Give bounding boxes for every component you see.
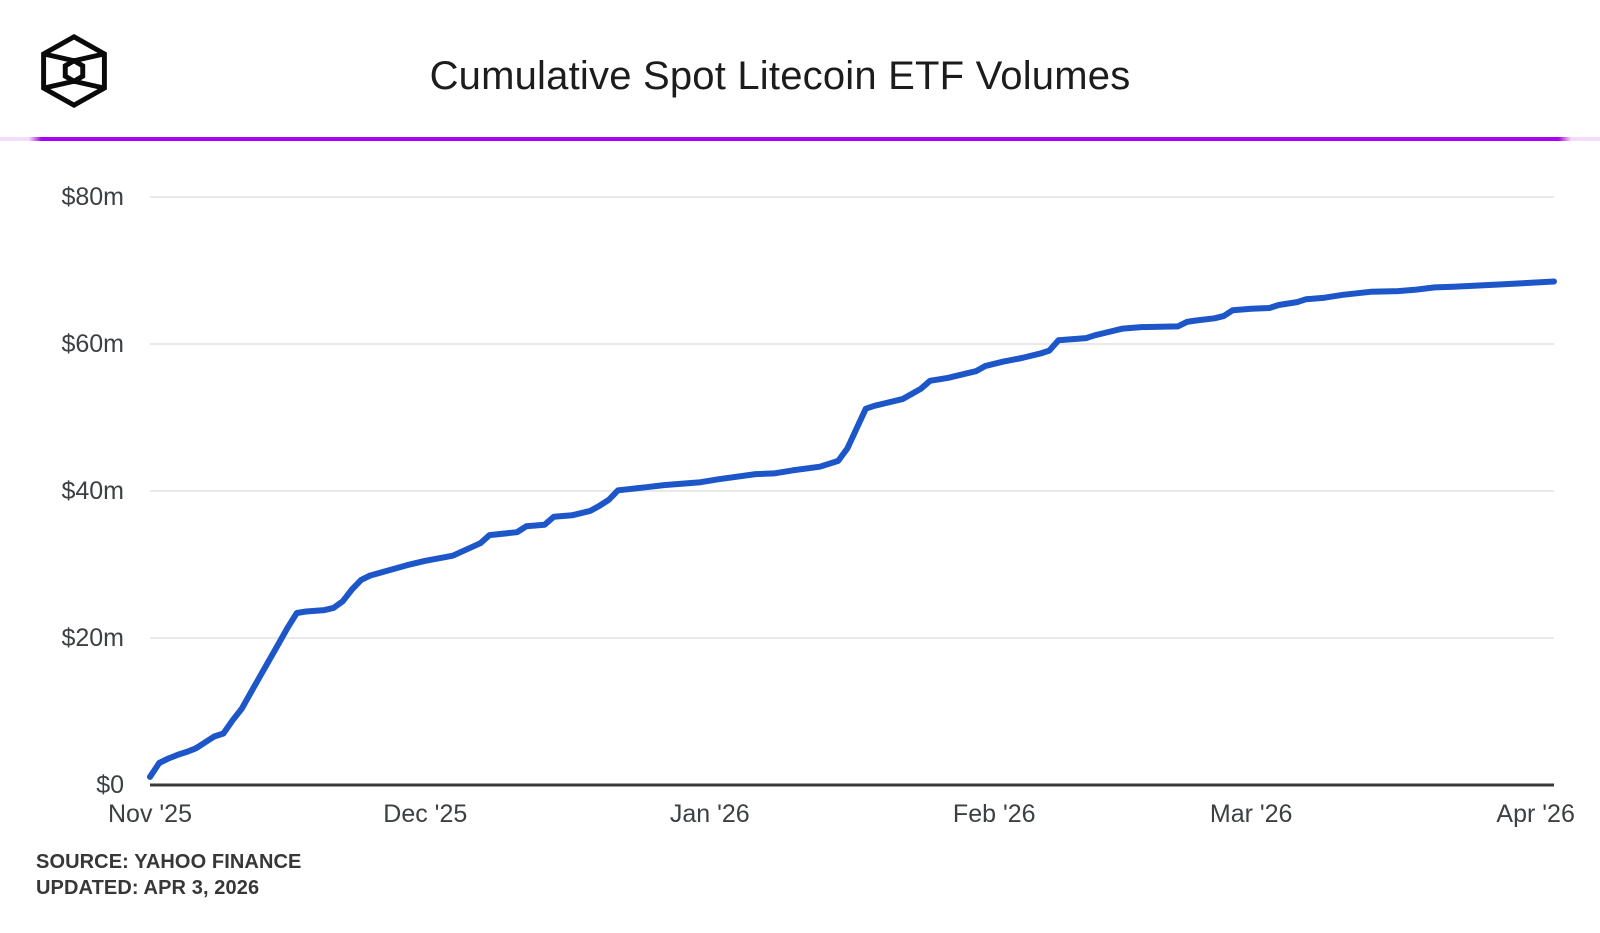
x-axis-tick-label: Dec '25 — [383, 800, 468, 828]
y-axis-tick-label: $0 — [96, 771, 124, 799]
x-axis-tick-label: Nov '25 — [108, 800, 192, 828]
x-axis-tick-label: Feb '26 — [952, 800, 1036, 828]
source-line: SOURCE: YAHOO FINANCE — [36, 851, 302, 873]
header-divider — [0, 137, 1600, 141]
source-note: SOURCE: YAHOO FINANCE UPDATED: APR 3, 20… — [36, 849, 301, 901]
x-axis-tick-label: Apr '26 — [1496, 800, 1575, 828]
x-axis-tick-label: Jan '26 — [669, 800, 750, 828]
y-axis-tick-label: $20m — [61, 624, 124, 652]
y-axis-tick-label: $80m — [61, 183, 124, 211]
blockworks-cube-logo-icon — [41, 33, 107, 109]
y-axis-tick-label: $60m — [61, 330, 124, 358]
volume-line — [147, 278, 1557, 780]
y-axis-tick-label: $40m — [61, 477, 124, 505]
page-title: Cumulative Spot Litecoin ETF Volumes — [429, 54, 1131, 98]
x-axis-tick-label: Mar '26 — [1209, 800, 1293, 828]
updated-line: UPDATED: APR 3, 2026 — [36, 877, 260, 899]
